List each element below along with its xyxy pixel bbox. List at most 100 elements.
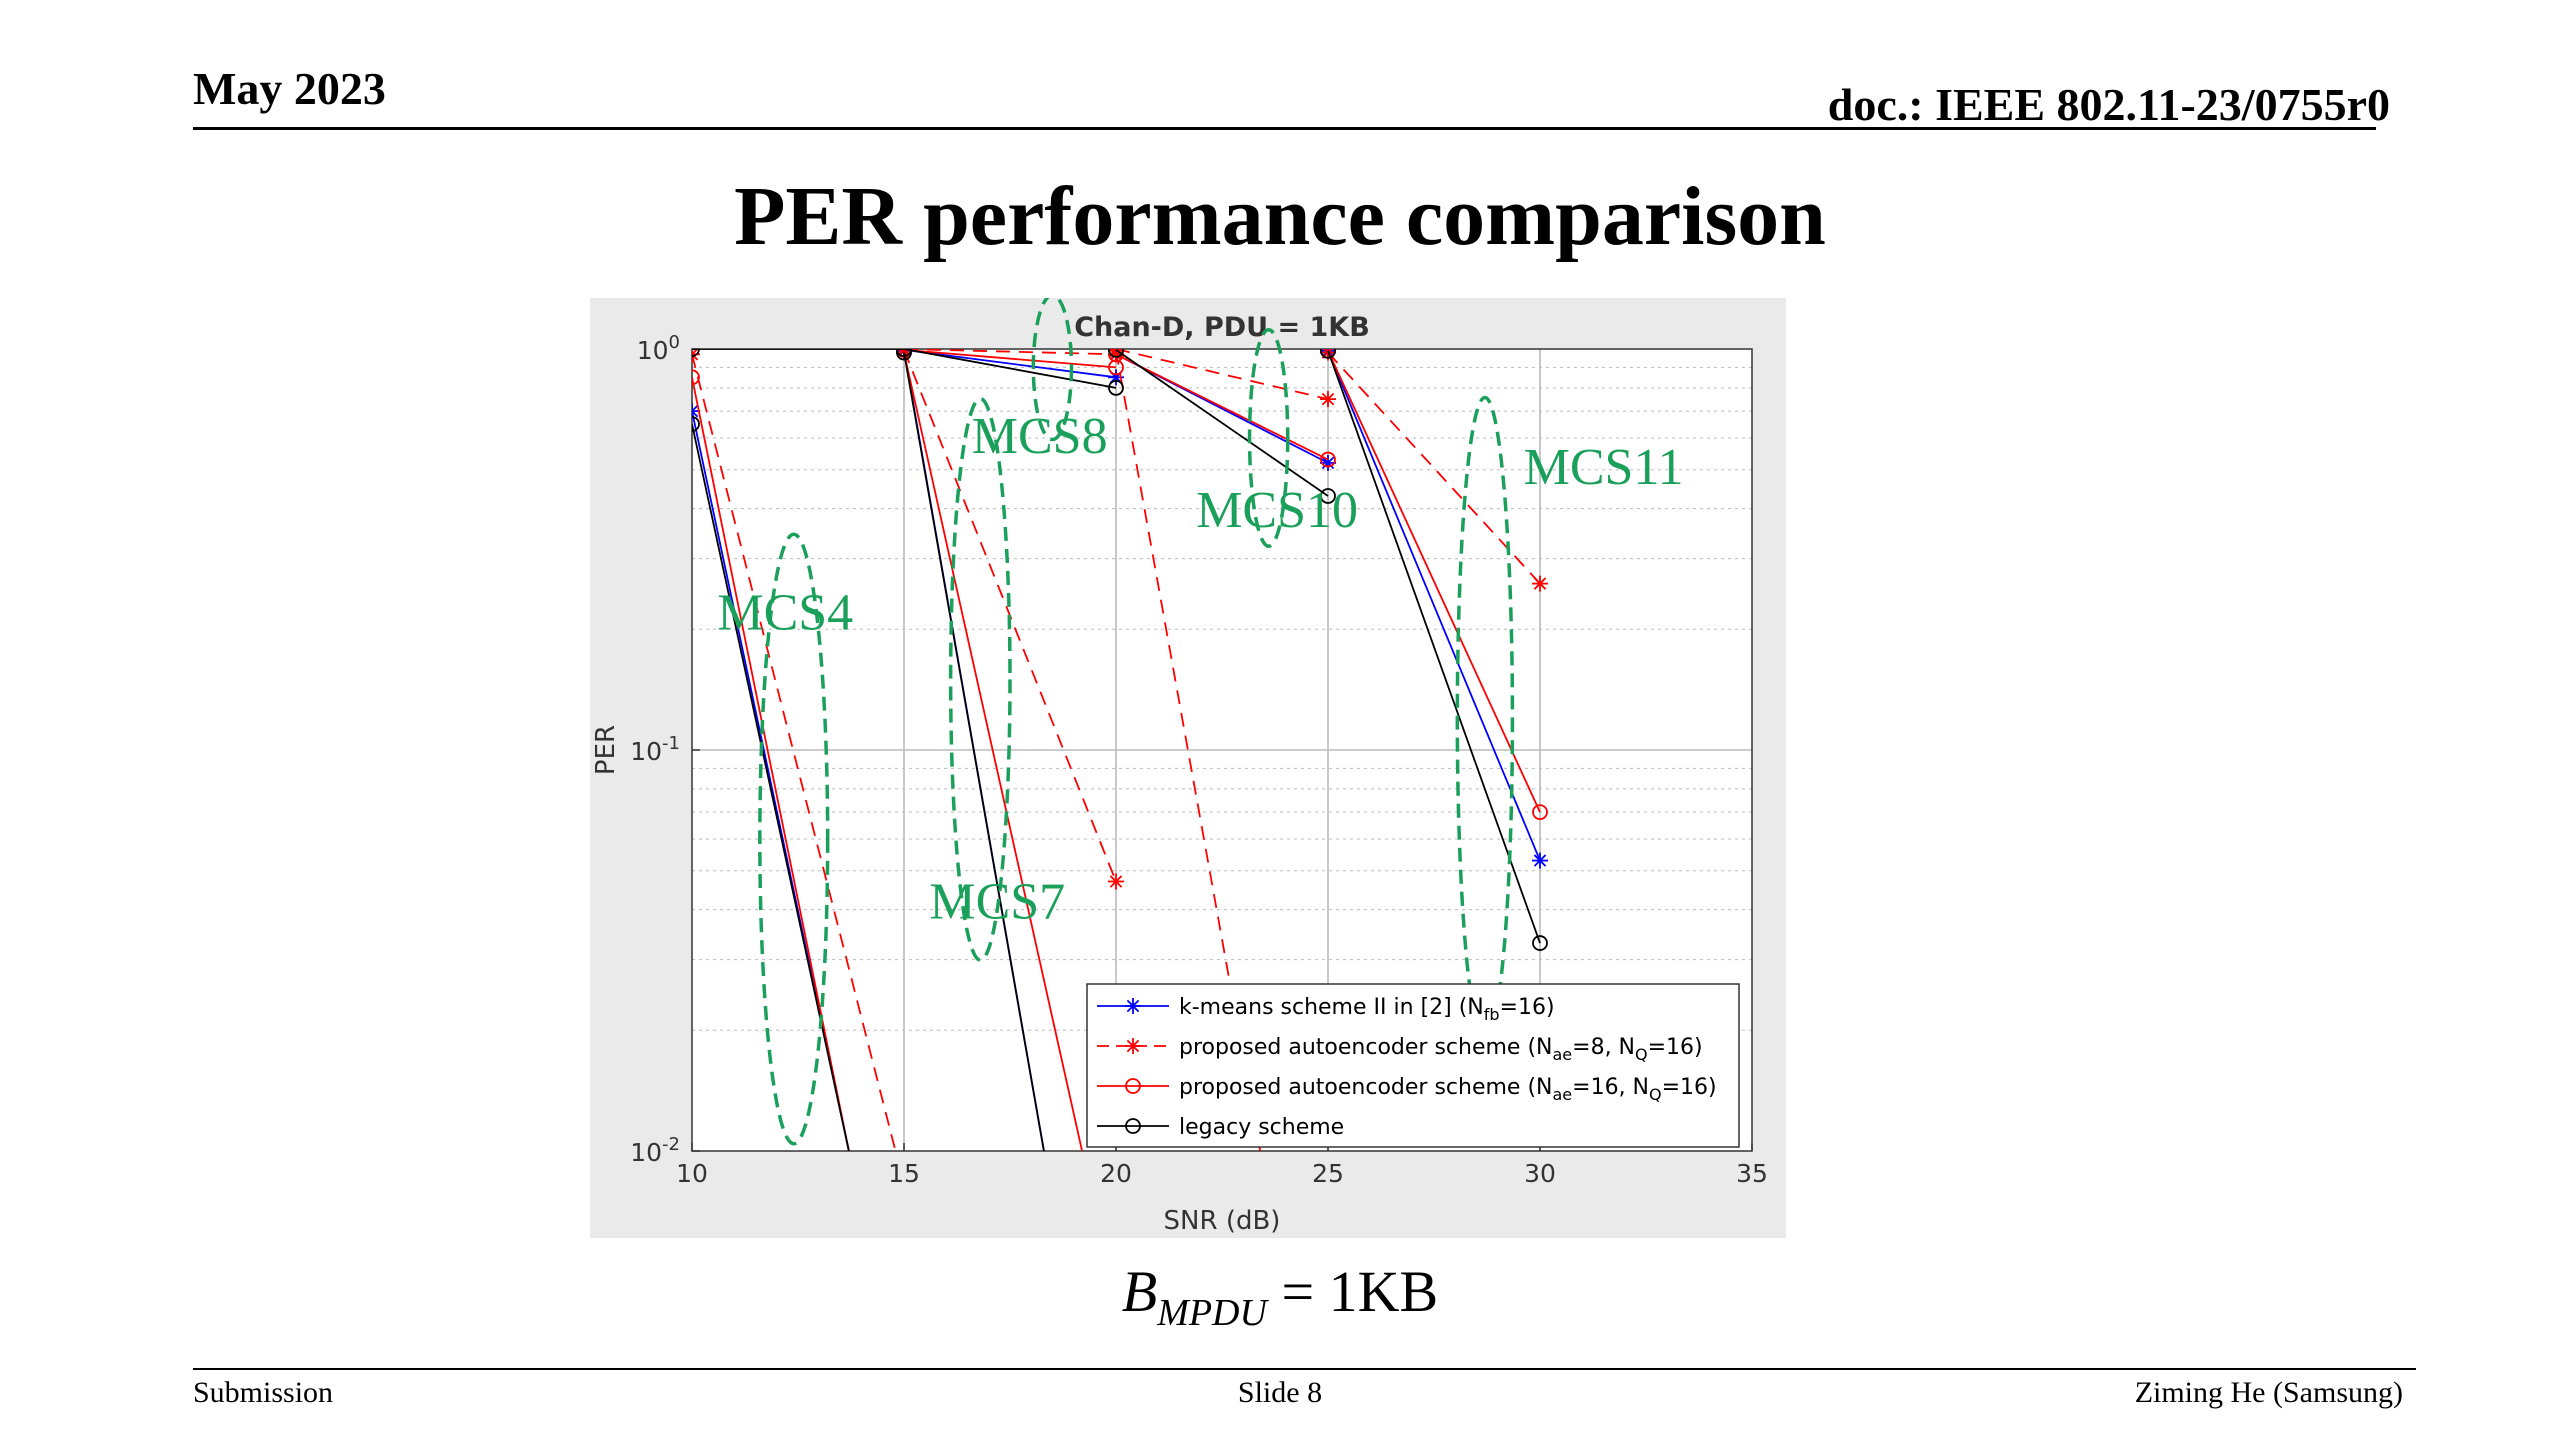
slide-title: PER performance comparison [734, 170, 1826, 263]
data-point-kmeans-d2 [1533, 854, 1547, 867]
data-point-ae8 [1320, 391, 1336, 408]
legend-entry-ae16: proposed autoencoder scheme (Nae=16, NQ=… [1097, 1075, 1717, 1104]
data-point-ae16 [692, 369, 700, 386]
legend: k-means scheme II in [2] (Nfb=16) propose… [1086, 983, 1740, 1148]
legend-label: legacy scheme [1179, 1115, 1344, 1140]
legend-text: proposed autoencoder scheme (N [1179, 1075, 1552, 1100]
footer-author: Ziming He (Samsung) [2134, 1376, 2403, 1409]
caption-symbol: B [1121, 1259, 1158, 1324]
data-point-ae8-d2 [1109, 875, 1123, 888]
mcs-ellipse [758, 532, 830, 1146]
data-point-ae8 [1532, 575, 1548, 592]
data-point-kmeans [1532, 852, 1548, 869]
legend-marker [1125, 998, 1141, 1014]
legend-marker-d2 [1126, 999, 1140, 1013]
x-tick-label: 15 [888, 1159, 920, 1188]
legend-label: proposed autoencoder scheme (Nae=16, NQ=… [1179, 1075, 1717, 1104]
series-line-legacy [1327, 350, 1541, 944]
data-point-ae16 [1532, 804, 1548, 821]
series-line-ae8 [903, 349, 1117, 356]
mcs-label: MCS4 [717, 584, 853, 641]
caption-subscript: MPDU [1157, 1292, 1267, 1334]
y-tick-label: 100 [637, 332, 680, 365]
legend-text: =16, N [1572, 1075, 1649, 1100]
legend-marker [1125, 1118, 1141, 1134]
data-point-ae8 [1108, 873, 1124, 890]
data-point-ae16 [1108, 359, 1124, 376]
data-point-ae16 [1320, 451, 1336, 468]
legend-entry-legacy: legacy scheme [1097, 1115, 1344, 1140]
y-tick-base: 10 [630, 1138, 662, 1167]
legend-text: =16) [1662, 1075, 1717, 1100]
data-point-ae8-d2 [1533, 577, 1547, 590]
series-legacy [692, 349, 1548, 1151]
y-tick-base: 10 [630, 737, 662, 766]
y-tick-label: 10-2 [630, 1134, 680, 1167]
data-point-legacy [692, 416, 700, 432]
data-point-legacy [1108, 349, 1124, 358]
mcs-ellipse [948, 396, 1012, 962]
data-point-legacy [896, 349, 912, 357]
data-point-ae8-d2 [1109, 349, 1118, 356]
mcs-ellipse [1455, 395, 1515, 1041]
legend-text: proposed autoencoder scheme (N [1179, 1035, 1552, 1060]
legend-marker [1125, 1038, 1141, 1054]
data-point-kmeans-d2 [692, 404, 699, 413]
y-tick-exponent: -2 [662, 1134, 680, 1155]
legend-text: =8, N [1572, 1035, 1635, 1060]
y-tick-base: 10 [637, 336, 669, 365]
series-ae16 [692, 349, 1548, 1151]
series-line-ae8 [1327, 351, 1541, 585]
data-point-ae8-d2 [897, 349, 906, 356]
y-axis-label: PER [591, 725, 621, 775]
x-tick-label: 35 [1736, 1159, 1768, 1188]
x-tick-label: 25 [1312, 1159, 1344, 1188]
mcs-ellipse [1031, 298, 1074, 442]
header-doc-id: doc.: IEEE 802.11-23/0755r0 [1827, 79, 2390, 130]
data-point-legacy [1320, 349, 1336, 359]
legend-box [1086, 983, 1740, 1148]
legend-subscript: ae [1552, 1085, 1572, 1104]
data-point-kmeans-d1 [692, 409, 699, 418]
legend-subscript: fb [1484, 1005, 1500, 1024]
mcs-label: MCS8 [972, 408, 1108, 465]
series-line-legacy [903, 352, 1045, 1151]
legend-text: legacy scheme [1179, 1115, 1344, 1140]
data-point-ae8-d2 [1321, 392, 1335, 406]
series-line-ae16 [903, 352, 1083, 1151]
series-line-kmeans [1327, 350, 1541, 861]
data-point-kmeans-d2 [1321, 456, 1335, 470]
x-axis-label: SNR (dB) [1164, 1206, 1281, 1236]
data-point-ae8-d1 [902, 349, 911, 356]
header-date: May 2023 [193, 63, 386, 114]
series-line-legacy [692, 349, 1117, 389]
legend-label: proposed autoencoder scheme (Nae=8, NQ=1… [1179, 1035, 1703, 1064]
footer-slide-number: Slide 8 [1237, 1376, 1323, 1409]
mcs-label: MCS10 [1196, 482, 1358, 539]
legend-entry-ae8: proposed autoencoder scheme (Nae=8, NQ=1… [1097, 1035, 1703, 1064]
legend-marker-d2 [1126, 1039, 1140, 1053]
chart-title: Chan-D, PDU = 1KB [1074, 312, 1370, 343]
series-line-kmeans [903, 349, 1117, 379]
legend-subscript: Q [1635, 1045, 1648, 1064]
legend-subscript: ae [1552, 1045, 1572, 1064]
series-line-ae16 [1327, 350, 1541, 813]
series-line-legacy [1115, 349, 1329, 497]
x-tick-label: 10 [676, 1159, 708, 1188]
legend-subscript: Q [1649, 1085, 1662, 1104]
mcs-label: MCS11 [1524, 439, 1684, 496]
data-point-legacy [1320, 488, 1336, 504]
grid-lines [692, 349, 1752, 1151]
x-tick-label: 20 [1100, 1159, 1132, 1188]
caption-formula: BMPDU = 1KB [0, 1258, 2560, 1335]
data-point-legacy [1108, 379, 1124, 396]
legend-marker [1125, 1078, 1141, 1094]
legend-entry-kmeans: k-means scheme II in [2] (Nfb=16) [1097, 995, 1555, 1024]
mcs-label: MCS7 [929, 874, 1065, 931]
series-line-legacy [692, 423, 850, 1151]
legend-text: =16) [1500, 995, 1555, 1020]
y-tick-label: 10-1 [630, 733, 680, 766]
series-line-ae8 [1115, 349, 1329, 400]
x-tick-label: 30 [1524, 1159, 1556, 1188]
